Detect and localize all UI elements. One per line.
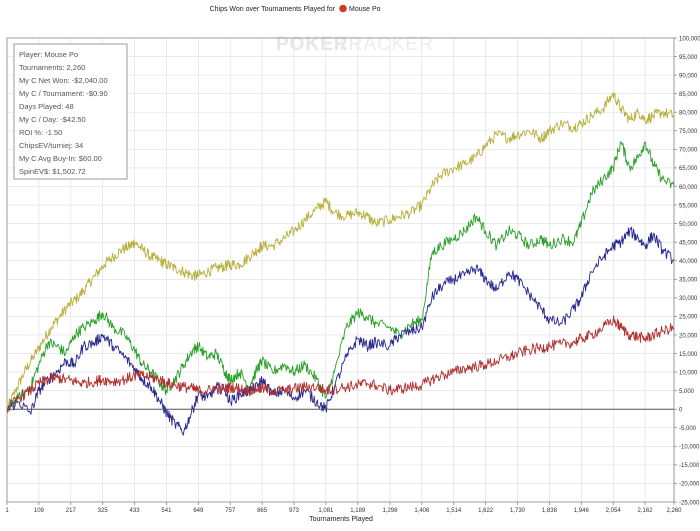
x-tick-label: 217 bbox=[66, 508, 77, 514]
axis-layer: -25,000 -20,000 -15,000 -10,000 -5,000 0 5,000… bbox=[5, 36, 700, 514]
series-layer bbox=[6, 92, 675, 436]
y-tick-label: -20,000 bbox=[679, 482, 700, 488]
y-tick-label: 55,000 bbox=[679, 203, 698, 209]
chart-title-prefix: Chips Won over Tournaments Played for bbox=[210, 6, 336, 13]
stat-per-day: My C / Day: -$42.50 bbox=[19, 115, 86, 124]
stat-net-won: My C Net Won: -$2,040.00 bbox=[19, 76, 108, 85]
x-tick-label: 1,514 bbox=[446, 508, 462, 514]
y-tick-label: 85,000 bbox=[679, 92, 698, 98]
x-tick-label: 865 bbox=[257, 508, 268, 514]
x-tick-label: 1,730 bbox=[510, 508, 526, 514]
stat-spin-ev: SpinEV$: $1,502.72 bbox=[19, 167, 86, 176]
y-tick-label: 75,000 bbox=[679, 129, 698, 135]
x-tick-label: 325 bbox=[98, 508, 109, 514]
y-tick-label: 90,000 bbox=[679, 73, 698, 79]
spade-icon bbox=[339, 4, 347, 13]
plot-frame bbox=[6, 37, 675, 503]
stat-roi: ROI %: -1.50 bbox=[19, 128, 62, 137]
y-tick-label: 25,000 bbox=[679, 315, 698, 321]
y-tick-label: -15,000 bbox=[679, 463, 700, 469]
x-tick-label: 2,054 bbox=[606, 508, 622, 514]
y-tick-label: -5,000 bbox=[679, 426, 697, 432]
x-tick-label: 1,081 bbox=[318, 508, 334, 514]
x-axis-label: Tournaments Played bbox=[309, 516, 373, 523]
stat-days-played: Days Played: 48 bbox=[19, 102, 74, 111]
x-tick-label: 1,189 bbox=[350, 508, 366, 514]
y-tick-label: -10,000 bbox=[679, 445, 700, 451]
chart-title-player: Mouse Po bbox=[349, 6, 381, 13]
y-tick-label: -25,000 bbox=[679, 500, 700, 506]
y-tick-label: 80,000 bbox=[679, 111, 698, 117]
x-tick-label: 2,260 bbox=[666, 508, 682, 514]
watermark-poker: POKER bbox=[276, 34, 349, 55]
y-tick-label: 15,000 bbox=[679, 352, 698, 358]
stat-avg-buyin: My C Avg Buy-In: $60.00 bbox=[19, 154, 102, 163]
y-tick-label: 40,000 bbox=[679, 259, 698, 265]
x-tick-label: 541 bbox=[161, 508, 172, 514]
y-tick-label: 60,000 bbox=[679, 185, 698, 191]
series-line-4 bbox=[6, 315, 675, 413]
series-line-2 bbox=[6, 141, 675, 411]
y-tick-label: 30,000 bbox=[679, 296, 698, 302]
x-tick-label: 1,838 bbox=[542, 508, 558, 514]
stat-tournaments: Tournaments: 2,260 bbox=[19, 63, 85, 72]
x-tick-label: 1 bbox=[5, 508, 9, 514]
x-tick-label: 2,162 bbox=[638, 508, 654, 514]
series-line-1 bbox=[6, 92, 675, 410]
stats-box-frame bbox=[13, 43, 128, 180]
y-tick-label: 100,000 bbox=[679, 36, 700, 42]
y-tick-label: 45,000 bbox=[679, 240, 698, 246]
x-tick-label: 109 bbox=[34, 508, 45, 514]
series-line-3 bbox=[6, 226, 675, 436]
x-tick-label: 649 bbox=[193, 508, 204, 514]
x-tick-label: 1,622 bbox=[478, 508, 494, 514]
watermark: POKER TRACKER bbox=[276, 34, 434, 55]
y-tick-label: 10,000 bbox=[679, 370, 698, 376]
y-tick-label: 50,000 bbox=[679, 222, 698, 228]
y-tick-label: 20,000 bbox=[679, 333, 698, 339]
y-tick-label: 35,000 bbox=[679, 278, 698, 284]
stat-chips-ev: ChipsEV/turniej: 34 bbox=[19, 141, 83, 150]
stat-per-tournament: My C / Tournament: -$0.90 bbox=[19, 89, 108, 98]
x-tick-label: 1,298 bbox=[382, 508, 398, 514]
y-tick-label: 5,000 bbox=[679, 389, 695, 395]
x-tick-label: 1,946 bbox=[574, 508, 590, 514]
x-tick-label: 973 bbox=[289, 508, 300, 514]
watermark-tracker: TRACKER bbox=[336, 34, 434, 55]
stat-player: Player: Mouse Po bbox=[19, 50, 78, 59]
y-tick-label: 65,000 bbox=[679, 166, 698, 172]
stats-box: Player: Mouse Po Tournaments: 2,260 My C… bbox=[13, 43, 128, 180]
x-tick-label: 757 bbox=[225, 508, 236, 514]
y-tick-label: 95,000 bbox=[679, 55, 698, 61]
x-tick-label: 433 bbox=[130, 508, 141, 514]
y-tick-label: 0 bbox=[679, 408, 683, 414]
y-tick-label: 70,000 bbox=[679, 148, 698, 154]
x-tick-label: 1,406 bbox=[414, 508, 430, 514]
